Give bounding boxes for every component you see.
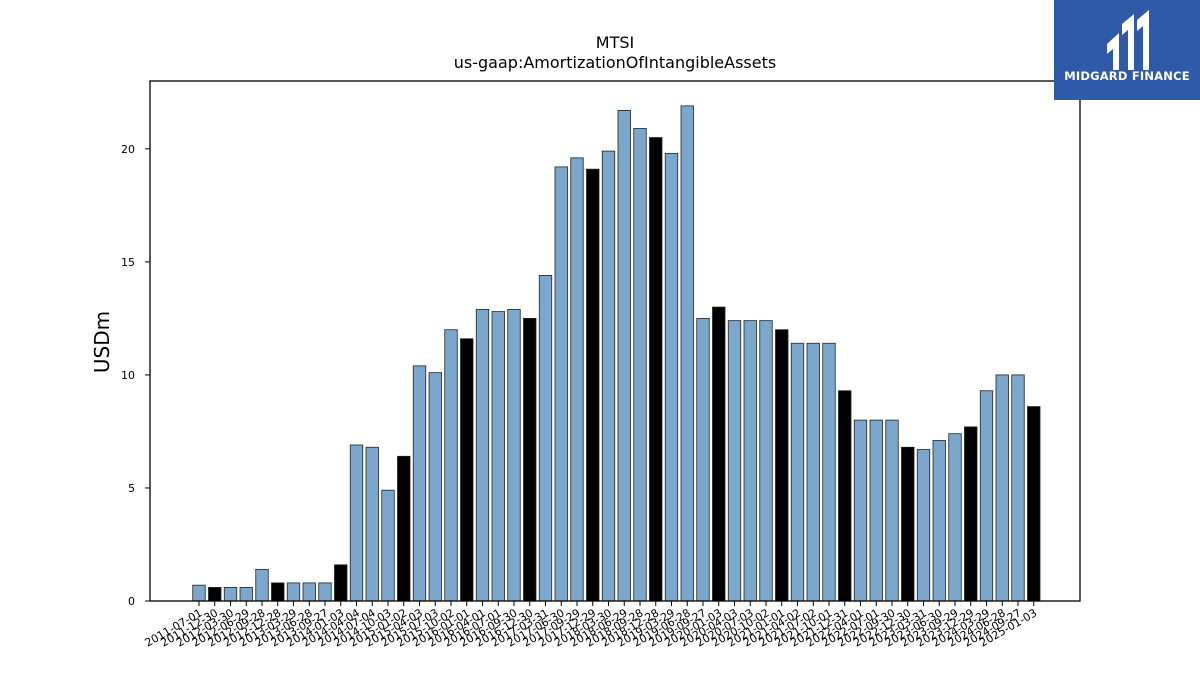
bar-2025-01-03 (1027, 406, 1041, 602)
y-tick-label: 20 (121, 143, 135, 156)
bar-2023-09-29 (948, 433, 962, 602)
bar-2015-04-03 (412, 365, 427, 602)
bar-2019-09-27 (696, 317, 710, 602)
bar-2017-09-29 (570, 157, 584, 602)
x-axis: 2011-07-012011-12-302012-03-302012-06-29… (143, 601, 1039, 650)
bar-2024-03-29 (979, 390, 994, 602)
y-axis-label: USDm (90, 311, 114, 373)
bar-2021-04-02 (790, 342, 805, 602)
bar-2023-12-29 (964, 426, 978, 602)
bar-2015-07-03 (428, 372, 442, 602)
y-tick-label: 5 (128, 482, 135, 495)
bar-2023-03-31 (916, 449, 931, 602)
bar-2018-12-28 (649, 137, 663, 602)
midgard-finance-logo: MIDGARD FINANCE (1054, 0, 1200, 100)
bar-2012-06-29 (239, 587, 253, 602)
bar-2024-09-27 (1011, 374, 1025, 602)
plot-frame (149, 80, 1081, 602)
logo-text: MIDGARD FINANCE (1064, 69, 1190, 83)
y-axis: 0 5 10 15 20 (121, 143, 150, 608)
bar-2019-06-28 (680, 105, 694, 602)
bar-2016-07-01 (491, 311, 505, 602)
bar-2017-03-31 (538, 275, 553, 602)
bar-2021-07-02 (806, 342, 820, 602)
bar-2021-10-01 (822, 342, 836, 602)
bar-2012-12-28 (271, 582, 285, 602)
bar-2014-07-04 (365, 446, 379, 602)
midgard-logo-icon (1107, 10, 1149, 70)
bar-2011-12-30 (208, 587, 222, 602)
bar-2022-09-30 (885, 419, 899, 602)
y-tick-label: 10 (121, 369, 135, 382)
bar-2017-12-29 (586, 168, 600, 602)
bar-2021-12-31 (838, 390, 852, 602)
bar-2024-06-28 (995, 374, 1009, 602)
bar-2014-01-03 (334, 564, 348, 602)
bar-2018-06-29 (617, 109, 631, 602)
bar-2016-04-01 (475, 308, 490, 602)
bar-2021-01-01 (775, 329, 789, 602)
chart-title: MTSI (596, 33, 634, 52)
bar-2011-07-01 (192, 584, 206, 602)
bar-2013-09-27 (318, 582, 332, 602)
bar-2022-12-30 (901, 446, 915, 602)
bar-2012-03-30 (223, 587, 238, 602)
y-tick-label: 0 (128, 595, 135, 608)
bar-2023-06-30 (932, 440, 946, 602)
bar-2017-06-30 (554, 166, 568, 602)
bar-2014-10-03 (381, 489, 395, 602)
bar-2015-10-02 (444, 329, 458, 602)
bar-2020-01-03 (712, 306, 726, 602)
bar-2013-06-28 (302, 582, 316, 602)
bar-2018-03-30 (601, 150, 616, 602)
bar-2016-12-30 (523, 317, 537, 602)
bar-2016-09-30 (507, 308, 521, 602)
bar-2020-10-02 (759, 320, 773, 602)
bar-2022-07-01 (869, 419, 883, 602)
bar-2016-01-01 (460, 338, 474, 602)
bar-2014-04-04 (349, 444, 364, 602)
bar-2015-01-02 (397, 455, 411, 602)
bar-2012-09-28 (255, 568, 269, 602)
bar-2019-03-29 (664, 152, 679, 602)
bar-2020-04-03 (727, 320, 742, 602)
chart-subtitle: us-gaap:AmortizationOfIntangibleAssets (454, 53, 776, 72)
bar-2022-04-01 (853, 419, 868, 602)
bars-group (192, 105, 1041, 602)
bar-2018-09-28 (633, 128, 647, 602)
y-tick-label: 15 (121, 256, 135, 269)
bar-2020-07-03 (743, 320, 757, 602)
bar-2013-03-29 (286, 582, 301, 602)
